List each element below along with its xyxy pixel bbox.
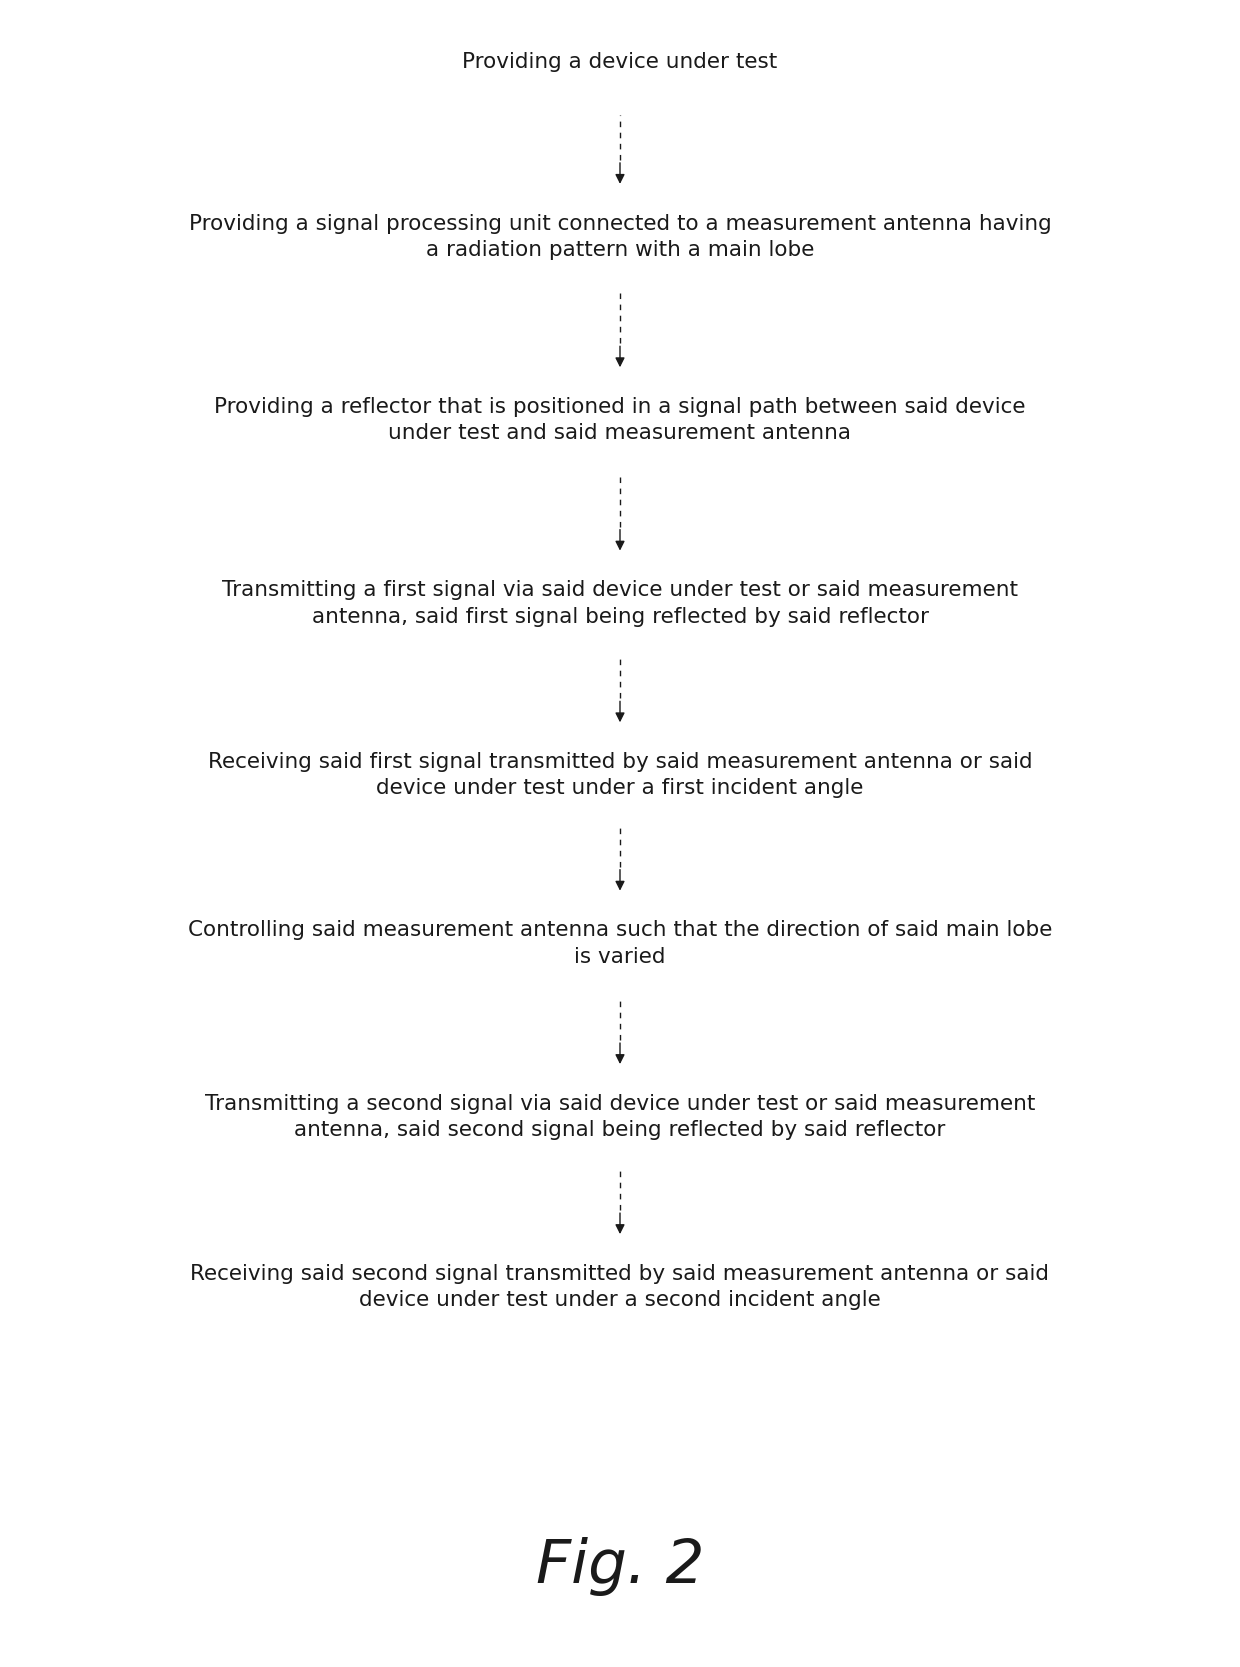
Text: Transmitting a second signal via said device under test or said measurement
ante: Transmitting a second signal via said de… <box>205 1094 1035 1140</box>
Text: Controlling said measurement antenna such that the direction of said main lobe
i: Controlling said measurement antenna suc… <box>187 920 1053 967</box>
Text: Providing a device under test: Providing a device under test <box>463 52 777 72</box>
Text: Providing a signal processing unit connected to a measurement antenna having
a r: Providing a signal processing unit conne… <box>188 213 1052 260</box>
Text: Providing a reflector that is positioned in a signal path between said device
un: Providing a reflector that is positioned… <box>215 397 1025 443</box>
Text: Receiving said first signal transmitted by said measurement antenna or said
devi: Receiving said first signal transmitted … <box>207 752 1033 798</box>
Text: Fig. 2: Fig. 2 <box>536 1537 704 1597</box>
Text: Transmitting a first signal via said device under test or said measurement
anten: Transmitting a first signal via said dev… <box>222 580 1018 627</box>
Text: Receiving said second signal transmitted by said measurement antenna or said
dev: Receiving said second signal transmitted… <box>191 1264 1049 1310</box>
